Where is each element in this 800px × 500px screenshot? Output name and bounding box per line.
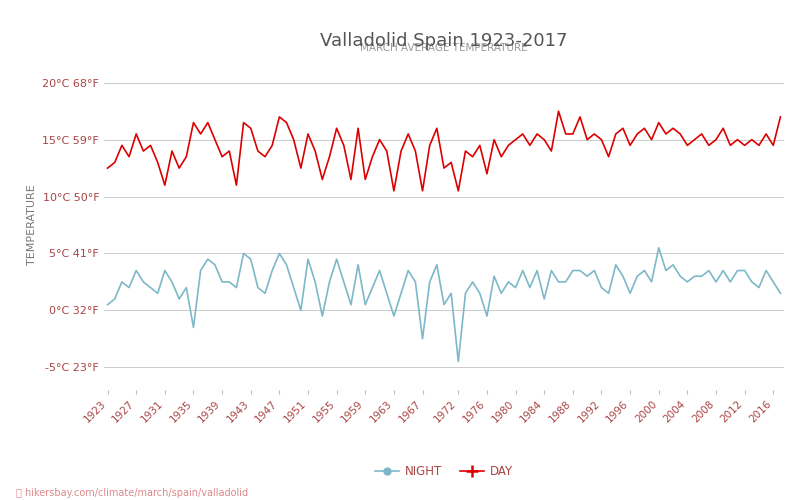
Text: 📍 hikersbay.com/climate/march/spain/valladolid: 📍 hikersbay.com/climate/march/spain/vall… [16, 488, 248, 498]
Title: Valladolid Spain 1923-2017: Valladolid Spain 1923-2017 [320, 32, 568, 50]
Legend: NIGHT, DAY: NIGHT, DAY [370, 460, 518, 483]
Text: MARCH AVERAGE TEMPERATURE: MARCH AVERAGE TEMPERATURE [360, 44, 528, 54]
Y-axis label: TEMPERATURE: TEMPERATURE [26, 184, 37, 266]
